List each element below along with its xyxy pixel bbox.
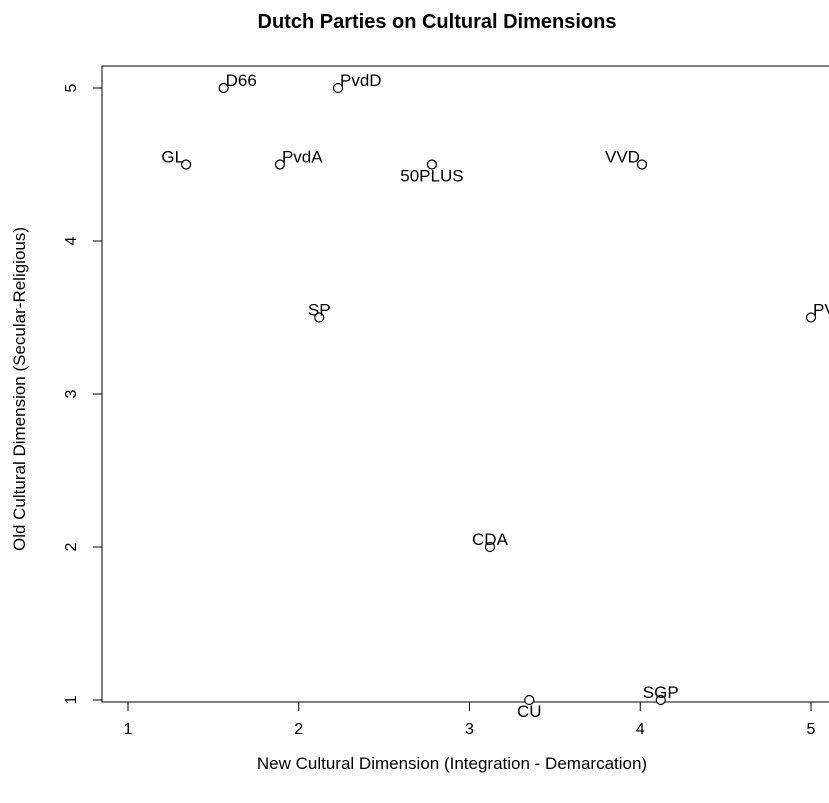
- point-cu: CU: [517, 694, 542, 721]
- point-50plus: 50PLUS: [400, 159, 464, 186]
- point-label: VVD: [605, 148, 640, 167]
- point-label: CDA: [472, 530, 509, 549]
- point-marker: [484, 541, 496, 553]
- point-marker: [655, 694, 666, 706]
- point-sp: SP: [308, 301, 331, 323]
- point-label: SP: [308, 301, 331, 320]
- x-tick-label: 5: [807, 721, 816, 738]
- point-d66: D66: [218, 71, 257, 94]
- x-tick-label: 3: [465, 721, 474, 738]
- point-marker: [274, 159, 286, 170]
- y-tick-label: 5: [63, 83, 80, 92]
- data-points: D66 PvdD GL PvdA 50PLUS VVD SP PVV CDA CU SGP: [161, 71, 829, 721]
- point-marker: [218, 82, 229, 94]
- y-tick-label: 2: [63, 542, 80, 551]
- point-pvdd: PvdD: [332, 71, 382, 94]
- point-label: D66: [226, 71, 257, 90]
- point-cda: CDA: [472, 530, 509, 553]
- y-tick-label: 1: [63, 695, 80, 704]
- point-vvd: VVD: [605, 148, 648, 170]
- point-marker: [180, 159, 192, 170]
- y-axis: 1 2 3 4 5: [63, 83, 103, 704]
- point-pvda: PvdA: [274, 148, 323, 170]
- point-label: PvdA: [282, 148, 323, 167]
- x-tick-label: 2: [294, 721, 303, 738]
- point-gl: GL: [161, 148, 192, 170]
- point-marker: [332, 82, 344, 94]
- point-label: 50PLUS: [400, 167, 463, 186]
- point-label: PvdD: [340, 71, 382, 90]
- plot-area-frame: [101, 65, 829, 703]
- x-tick-label: 1: [124, 721, 133, 738]
- chart-title: Dutch Parties on Cultural Dimensions: [258, 11, 617, 33]
- point-label: GL: [161, 148, 184, 167]
- x-axis: 1 2 3 4 5: [124, 701, 816, 738]
- y-tick-label: 4: [63, 236, 80, 245]
- x-axis-label: New Cultural Dimension (Integration - De…: [257, 754, 647, 773]
- point-marker: [805, 312, 817, 323]
- x-tick-label: 4: [636, 721, 645, 738]
- point-pvv: PVV: [805, 301, 829, 323]
- point-sgp: SGP: [643, 683, 679, 706]
- point-label: SGP: [643, 683, 679, 702]
- point-marker: [314, 312, 325, 323]
- point-label: CU: [517, 702, 542, 721]
- point-label: PVV: [813, 301, 829, 320]
- point-marker: [636, 159, 648, 170]
- point-marker: [426, 159, 438, 170]
- y-axis-label: Old Cultural Dimension (Secular-Religiou…: [10, 227, 29, 551]
- point-marker: [524, 694, 535, 706]
- y-tick-label: 3: [63, 389, 80, 398]
